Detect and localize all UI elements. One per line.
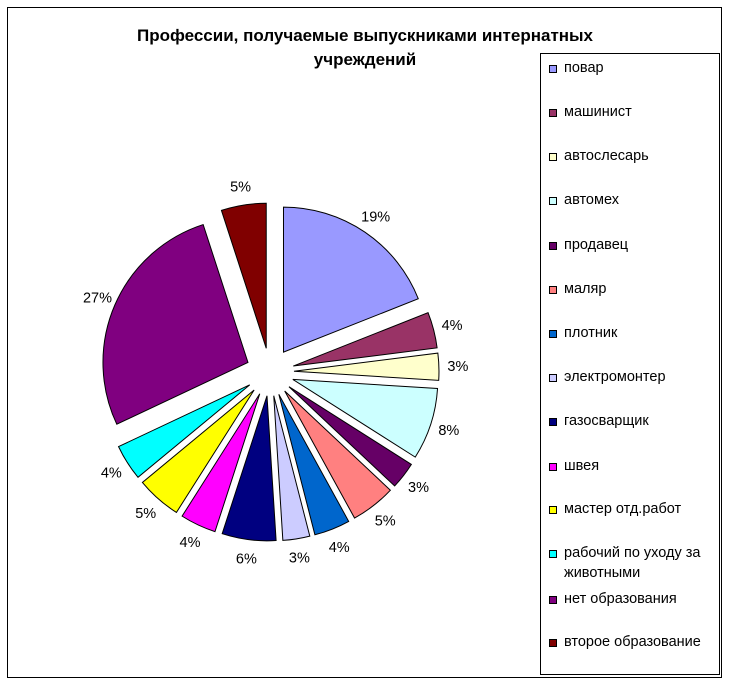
legend-swatch [549,242,557,250]
pie-slice-повар [282,206,419,353]
legend-swatch [549,109,557,117]
pie-slice-нет-образования [102,223,249,425]
legend-item-автослесарь: автослесарь [548,146,720,166]
data-label-автомех: 8% [438,423,459,439]
chart-title: Профессии, получаемые выпускниками интер… [136,26,594,69]
legend-item-продавец: продавец [548,235,720,255]
pie-slice-мастер-отд.работ [141,389,255,514]
pie-slice-швея [181,393,261,533]
legend-swatch [549,418,557,426]
legend-label: рабочий по уходу за животными [564,545,701,581]
legend-item-автомех: автомех [548,190,720,210]
legend: повар машинист автослесарь автомех продавец м… [540,53,720,675]
data-label-электромонтер: 3% [289,551,310,567]
pie-slice-автослесарь [293,352,440,381]
legend-item-швея: швея [548,456,720,476]
data-label-нет-образования: 27% [83,290,112,306]
legend-item-плотник: плотник [548,323,720,343]
data-label-плотник: 4% [329,540,350,556]
legend-item-рабочий-по-уходу-за-животными: рабочий по уходу за животными [548,543,720,583]
pie-slice-автомех [292,378,439,458]
legend-swatch [549,286,557,294]
legend-label: газосварщик [564,413,649,429]
data-label-автослесарь: 3% [447,359,468,375]
data-label-второе-образование: 5% [230,179,251,195]
legend-label: машинист [564,104,632,120]
legend-label: мастер отд.работ [564,501,682,517]
legend-label: швея [564,458,600,474]
legend-item-нет-образования: нет образования [548,589,720,609]
legend-swatch [549,463,557,471]
pie-slice-рабочий-по-уходу-за-животными [117,384,251,478]
legend-label: повар [564,60,604,76]
data-label-маляр: 5% [375,514,396,530]
legend-label: нет образования [564,591,677,607]
pie-slice-продавец [288,386,413,487]
legend-swatch [549,197,557,205]
data-label-газосварщик: 6% [236,552,257,568]
legend-swatch [549,596,557,604]
legend-swatch [549,374,557,382]
legend-item-газосварщик: газосварщик [548,411,720,431]
legend-swatch [549,506,557,514]
pie-slice-маляр [284,390,392,519]
legend-item-машинист: машинист [548,102,720,122]
pie-slice-машинист [293,312,438,367]
legend-swatch [549,153,557,161]
legend-label: маляр [564,281,607,297]
pie-slice-плотник [278,394,350,536]
pie-slice-электромонтер [273,395,311,541]
legend-item-второе-образование: второе образование [548,632,720,652]
legend-swatch [549,550,557,558]
legend-label: плотник [564,325,618,341]
pie-slice-второе-образование [220,202,267,349]
data-label-продавец: 3% [408,480,429,496]
legend-label: продавец [564,237,629,253]
data-label-мастер-отд.работ: 5% [135,506,156,522]
legend-swatch [549,65,557,73]
data-label-швея: 4% [180,535,201,551]
legend-label: электромонтер [564,369,666,385]
data-label-машинист: 4% [442,318,463,334]
legend-item-электромонтер: электромонтер [548,367,720,387]
legend-label: второе образование [564,634,701,650]
legend-item-маляр: маляр [548,279,720,299]
legend-item-мастер-отд.работ: мастер отд.работ [548,499,720,519]
data-label-рабочий-по-уходу-за-животными: 4% [101,466,122,482]
data-label-повар: 19% [361,210,390,226]
legend-swatch [549,639,557,647]
legend-label: автомех [564,192,619,208]
pie-slice-газосварщик [221,395,277,542]
legend-swatch [549,330,557,338]
legend-item-повар: повар [548,58,720,78]
legend-label: автослесарь [564,148,649,164]
